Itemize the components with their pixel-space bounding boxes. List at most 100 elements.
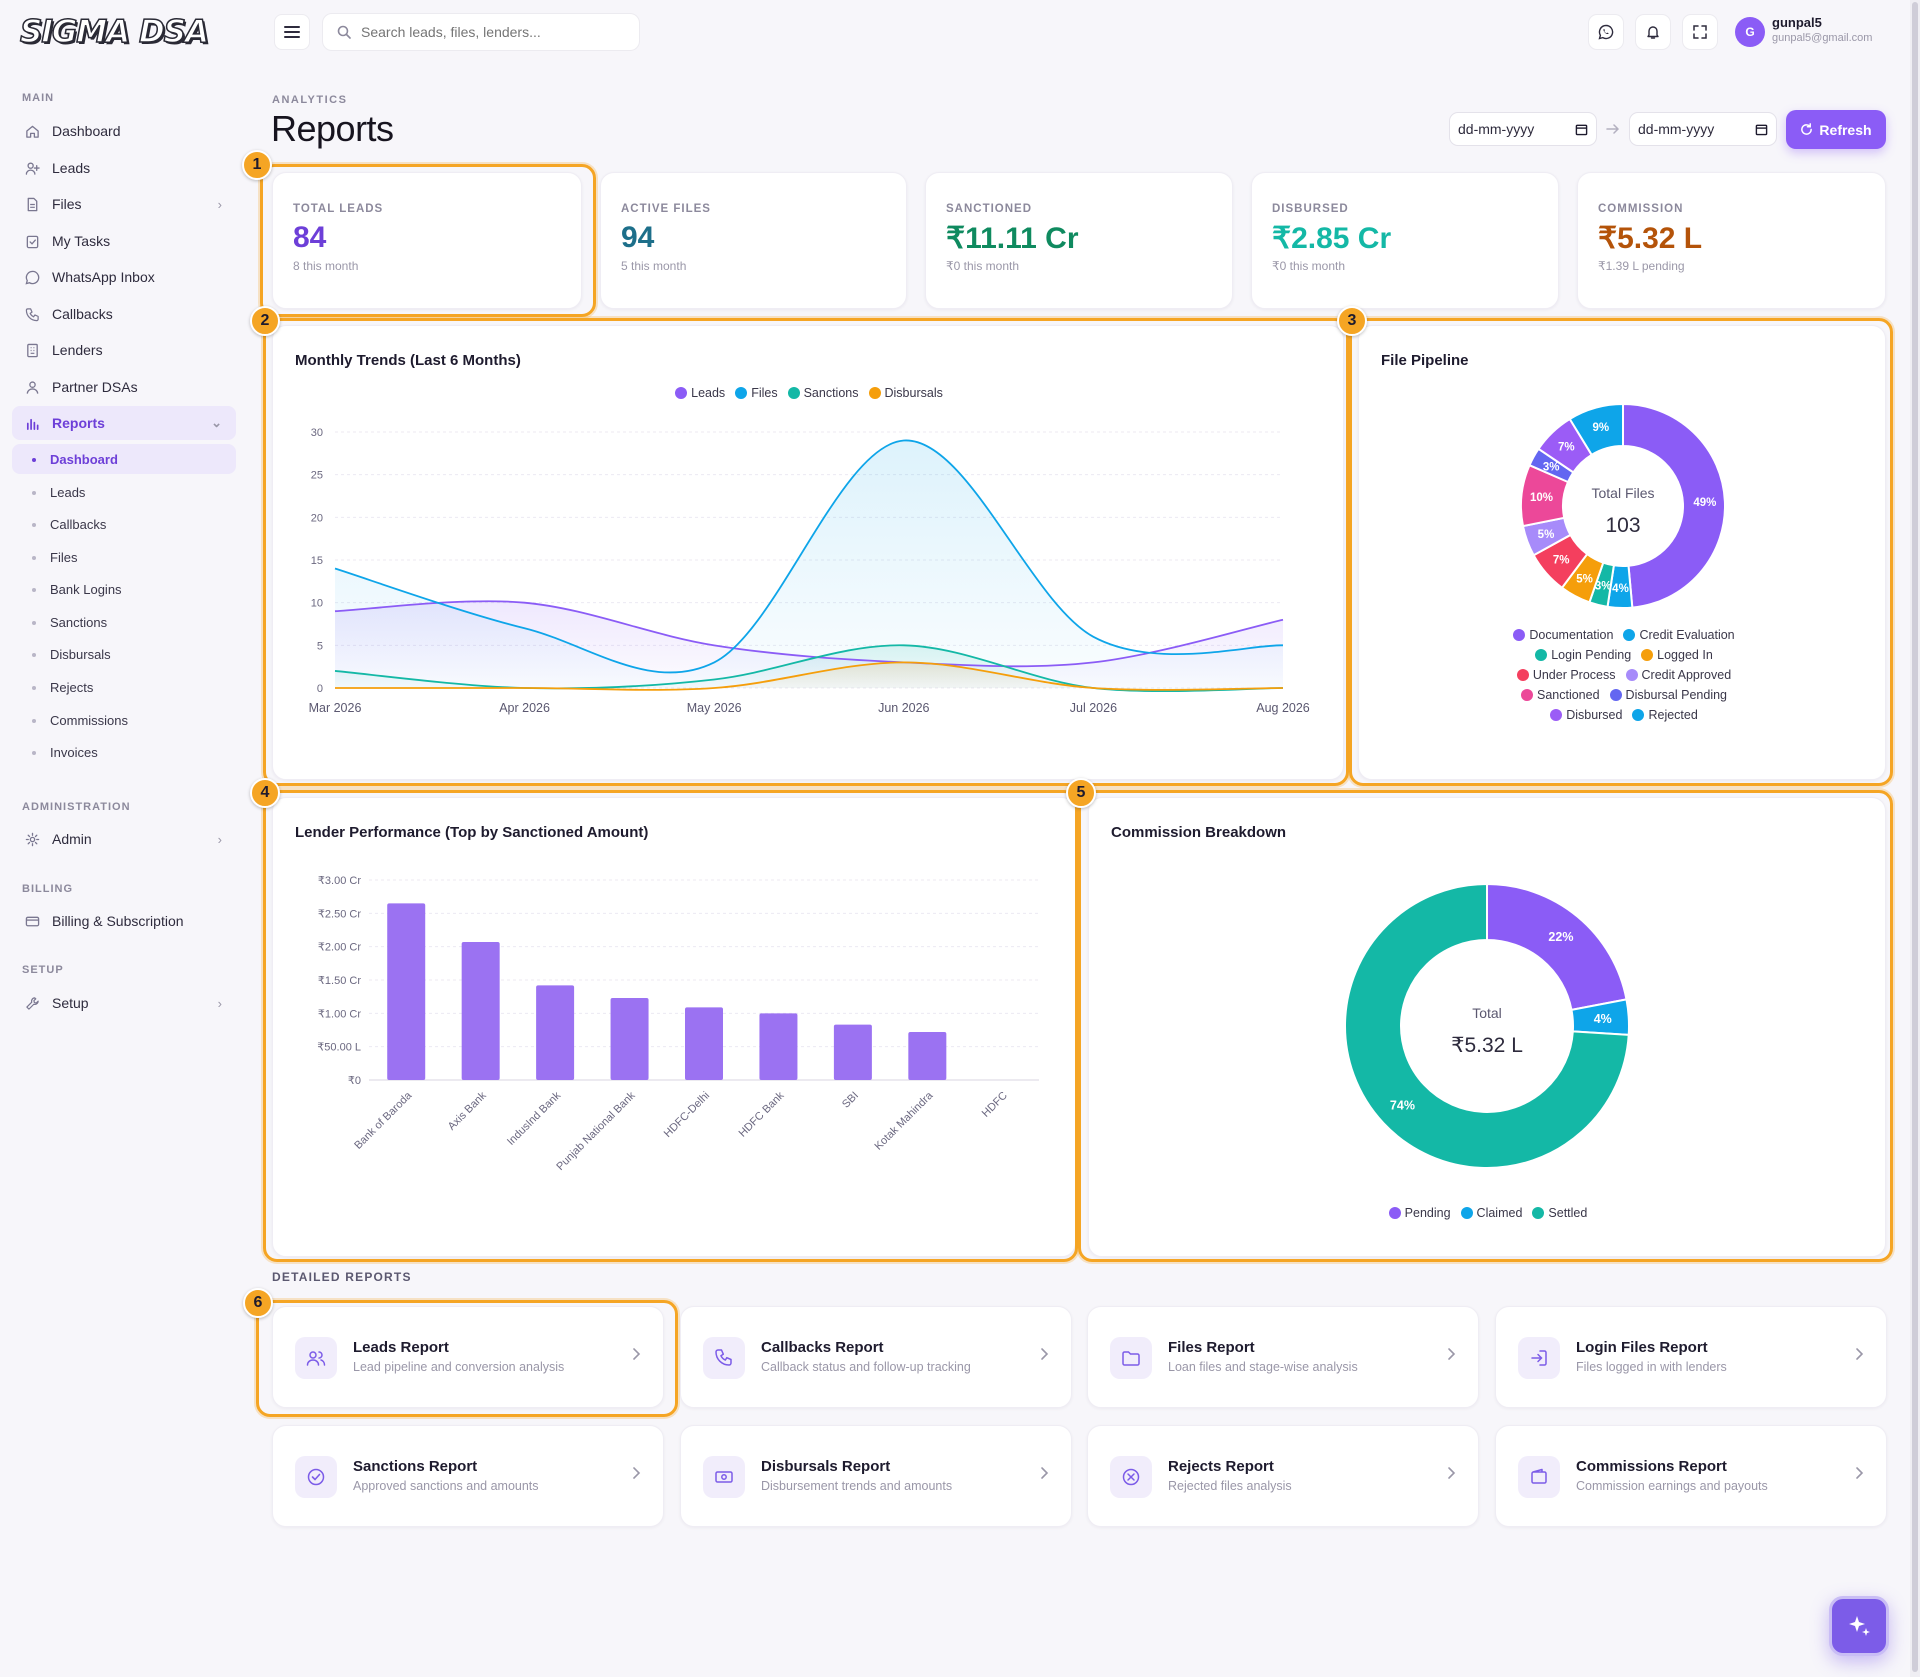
report-card-files-report[interactable]: Files Report Loan files and stage-wise an…	[1087, 1306, 1479, 1408]
report-card-login-files-report[interactable]: Login Files Report Files logged in with l…	[1495, 1306, 1887, 1408]
slice-percent-label: 3%	[1543, 461, 1560, 473]
stat-label: DISBURSED	[1272, 203, 1349, 215]
file-icon	[24, 196, 40, 212]
user-email: gunpal5@gmail.com	[1772, 32, 1873, 44]
legend-item[interactable]: Login Pending	[1535, 648, 1631, 662]
legend-item[interactable]: Disbursed	[1550, 708, 1622, 722]
y-tick-label: ₹0	[348, 1075, 361, 1087]
bell-icon	[1647, 26, 1659, 39]
sidebar-item-lenders[interactable]: Lenders	[12, 333, 236, 367]
panel-title: Commission Breakdown	[1111, 824, 1287, 841]
legend-item-disbursals[interactable]: Disbursals	[868, 386, 943, 400]
search-box[interactable]	[322, 13, 640, 51]
sidebar-sub-leads[interactable]: Leads	[12, 477, 236, 507]
step-badge: 4	[250, 778, 280, 808]
highlight-box	[263, 318, 1349, 786]
y-tick-label: 0	[317, 683, 323, 695]
sidebar-sub-disbursals[interactable]: Disbursals	[12, 639, 236, 669]
stat-card-total-leads[interactable]: TOTAL LEADS 84 8 this month	[272, 172, 582, 309]
breadcrumb: ANALYTICS	[272, 94, 348, 106]
sidebar-item-label: WhatsApp Inbox	[52, 269, 155, 285]
report-title: Commissions Report	[1576, 1458, 1727, 1475]
date-from-input[interactable]: dd-mm-yyyy	[1449, 112, 1597, 146]
report-card-sanctions-report[interactable]: Sanctions Report Approved sanctions and a…	[272, 1425, 664, 1527]
sidebar-sub-sanctions[interactable]: Sanctions	[12, 607, 236, 637]
sidebar-item-dashboard[interactable]: Dashboard	[12, 114, 236, 148]
sidebar-sub-commissions[interactable]: Commissions	[12, 705, 236, 735]
pie-slice	[1568, 402, 1624, 457]
sidebar-item-my-tasks[interactable]: My Tasks	[12, 224, 236, 258]
sidebar-item-whatsapp-inbox[interactable]: WhatsApp Inbox	[12, 260, 236, 294]
legend-item[interactable]: Logged In	[1641, 648, 1713, 662]
scrollbar-thumb[interactable]	[1912, 2, 1918, 1672]
stat-sub: 5 this month	[621, 259, 687, 273]
stat-card-commission[interactable]: COMMISSION ₹5.32 L ₹1.39 L pending	[1577, 172, 1886, 309]
notifications-button[interactable]	[1635, 14, 1671, 50]
highlight-box	[263, 790, 1078, 1262]
sidebar-sub-callbacks[interactable]: Callbacks	[12, 509, 236, 539]
slice-percent-label: 49%	[1693, 497, 1716, 509]
legend-item-leads[interactable]: Leads	[675, 386, 725, 400]
report-card-rejects-report[interactable]: Rejects Report Rejected files analysis	[1087, 1425, 1479, 1527]
sidebar-item-admin[interactable]: Admin ›	[12, 822, 236, 856]
legend-item[interactable]: Credit Evaluation	[1623, 628, 1735, 642]
stat-card-sanctioned[interactable]: SANCTIONED ₹11.11 Cr ₹0 this month	[925, 172, 1233, 309]
sidebar-section-billing: BILLING	[22, 883, 73, 895]
date-to-input[interactable]: dd-mm-yyyy	[1629, 112, 1777, 146]
stat-card-disbursed[interactable]: DISBURSED ₹2.85 Cr ₹0 this month	[1251, 172, 1559, 309]
sidebar-item-callbacks[interactable]: Callbacks	[12, 297, 236, 331]
bar-chart-icon	[24, 415, 40, 431]
ai-assistant-button[interactable]	[1829, 1596, 1889, 1656]
legend-item[interactable]: Under Process	[1516, 668, 1616, 682]
refresh-button[interactable]: Refresh	[1786, 110, 1886, 149]
sidebar-sub-dashboard[interactable]: Dashboard	[12, 444, 236, 474]
legend-item-files[interactable]: Files	[735, 386, 778, 400]
stat-value: ₹5.32 L	[1598, 222, 1703, 255]
report-card-commissions-report[interactable]: Commissions Report Commission earnings an…	[1495, 1425, 1887, 1527]
sidebar-sub-rejects[interactable]: Rejects	[12, 672, 236, 702]
legend-item[interactable]: Documentation	[1513, 628, 1613, 642]
report-card-disbursals-report[interactable]: Disbursals Report Disbursement trends and…	[680, 1425, 1072, 1527]
report-card-leads-report[interactable]: Leads Report Lead pipeline and conversion…	[272, 1306, 664, 1408]
fullscreen-button[interactable]	[1682, 14, 1718, 50]
x-tick-label: Apr 2026	[499, 701, 550, 715]
bar-axis-bank	[461, 942, 500, 1080]
report-title: Login Files Report	[1576, 1339, 1708, 1356]
menu-toggle-button[interactable]	[274, 14, 310, 50]
user-name[interactable]: gunpal5	[1772, 15, 1822, 30]
user-plus-icon	[24, 160, 40, 176]
sidebar-sub-bank-logins[interactable]: Bank Logins	[12, 574, 236, 604]
legend-item[interactable]: Credit Approved	[1625, 668, 1731, 682]
sidebar-sub-files[interactable]: Files	[12, 542, 236, 572]
sidebar-item-setup[interactable]: Setup ›	[12, 986, 236, 1020]
chevron-right-icon	[1446, 1347, 1456, 1366]
whatsapp-button[interactable]	[1588, 14, 1624, 50]
wallet-icon	[1518, 1456, 1560, 1498]
slice-percent-label: 9%	[1592, 422, 1609, 434]
hamburger-icon	[284, 26, 300, 38]
sidebar-item-reports[interactable]: Reports ⌄	[12, 406, 236, 440]
commission-legend: Pending Claimed Settled	[1089, 1206, 1887, 1220]
app-logo[interactable]: SIGMA DSA	[19, 13, 210, 51]
bar-indusind-bank	[536, 985, 575, 1080]
search-input[interactable]	[361, 24, 621, 40]
sidebar-item-leads[interactable]: Leads	[12, 151, 236, 185]
report-card-callbacks-report[interactable]: Callbacks Report Callback status and foll…	[680, 1306, 1072, 1408]
user-avatar[interactable]: G	[1735, 17, 1765, 47]
legend-item-settled[interactable]: Settled	[1532, 1206, 1587, 1220]
sidebar-item-label: Admin	[52, 831, 92, 847]
stat-card-active-files[interactable]: ACTIVE FILES 94 5 this month	[600, 172, 907, 309]
x-tick-label: Jun 2026	[878, 701, 929, 715]
legend-item-pending[interactable]: Pending	[1388, 1206, 1451, 1220]
sidebar-item-billing[interactable]: Billing & Subscription	[12, 904, 236, 938]
legend-item-claimed[interactable]: Claimed	[1460, 1206, 1522, 1220]
slice-percent-label: 5%	[1576, 573, 1593, 585]
legend-item[interactable]: Rejected	[1632, 708, 1698, 722]
legend-item[interactable]: Disbursal Pending	[1609, 688, 1727, 702]
sidebar-item-files[interactable]: Files ›	[12, 187, 236, 221]
sidebar-sub-invoices[interactable]: Invoices	[12, 737, 236, 767]
highlight-box	[256, 1300, 678, 1417]
legend-item[interactable]: Sanctioned	[1520, 688, 1600, 702]
sidebar-item-partner-dsas[interactable]: Partner DSAs	[12, 370, 236, 404]
legend-item-sanctions[interactable]: Sanctions	[787, 386, 859, 400]
